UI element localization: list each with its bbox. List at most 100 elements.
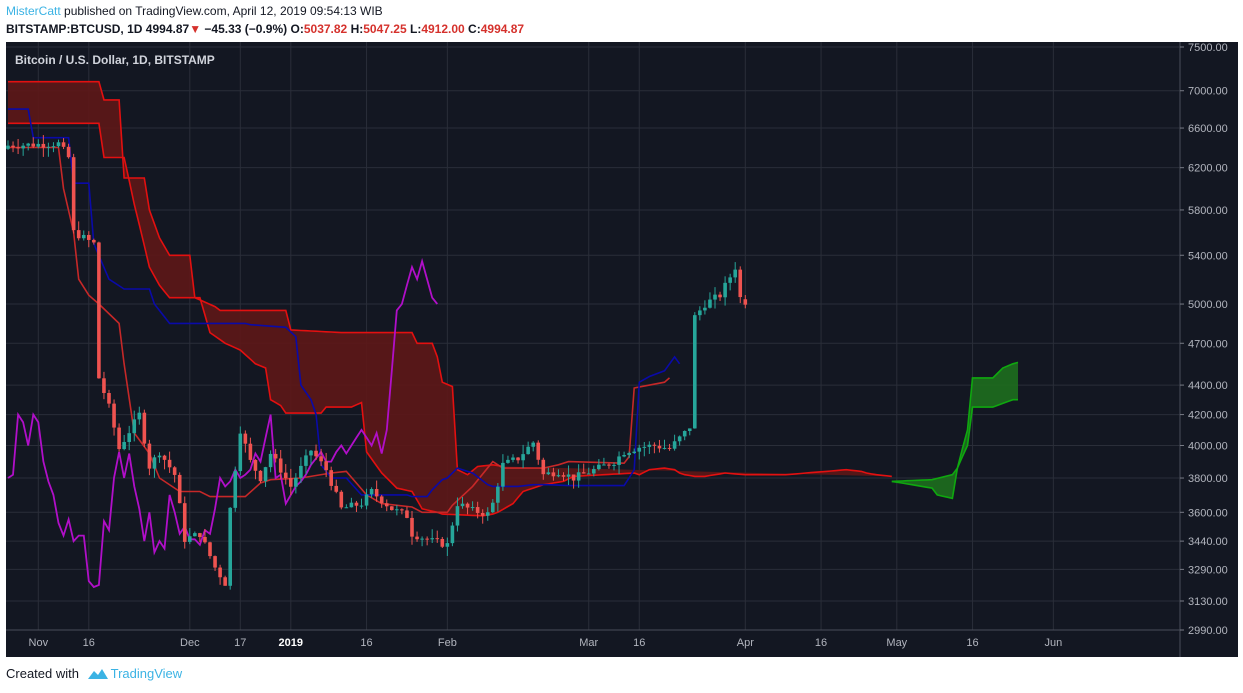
candle-body — [71, 157, 76, 231]
axes: 7500.00 7000.00 6600.00 6200.00 5800.00 5400.… — [6, 42, 1228, 657]
candle-body — [289, 478, 293, 487]
candle-body — [501, 462, 505, 487]
candle-body — [46, 146, 51, 148]
candle-body — [364, 494, 369, 506]
time-tick-label: 2019 — [279, 637, 303, 649]
ichimoku-lines — [7, 108, 681, 589]
candle-body — [693, 315, 697, 429]
candle-body — [193, 533, 197, 537]
high-label: H: — [350, 22, 364, 36]
candle-body — [248, 443, 253, 460]
grid — [6, 42, 1238, 657]
candle-body — [470, 507, 475, 509]
candle-body — [319, 456, 323, 462]
candle-body — [81, 234, 86, 239]
price-tick-label: 2990.00 — [1188, 625, 1228, 637]
price-chart[interactable]: 7500.00 7000.00 6600.00 6200.00 5800.00 5400.… — [6, 42, 1238, 657]
author-link[interactable]: MisterCatt — [6, 4, 61, 18]
candle-body — [268, 453, 273, 468]
candle-body — [445, 543, 450, 547]
candle-body — [203, 536, 207, 543]
candle-body — [496, 486, 500, 503]
candle-body — [576, 472, 581, 481]
candle-body — [208, 542, 212, 557]
candle-body — [632, 451, 636, 453]
candle-body — [410, 517, 414, 537]
candle-body — [430, 538, 434, 540]
candle-body — [384, 503, 389, 507]
candle-body — [21, 145, 25, 149]
candle-body — [253, 459, 258, 471]
candle-body — [617, 456, 621, 465]
candle-body — [344, 507, 349, 509]
candle-body — [566, 474, 571, 477]
candle-body — [586, 473, 591, 475]
candle-body — [506, 459, 510, 463]
candle-body — [132, 419, 137, 434]
candle-body — [324, 461, 328, 471]
candle-body — [369, 489, 374, 495]
price-tick-label: 7500.00 — [1188, 42, 1228, 54]
candle-body — [223, 577, 227, 586]
price-tick-label: 3800.00 — [1188, 473, 1228, 485]
chart-title: Bitcoin / U.S. Dollar, 1D, BITSTAMP — [15, 53, 215, 67]
time-tick-label: May — [886, 637, 907, 649]
candle-body — [425, 538, 429, 540]
candles — [6, 135, 748, 590]
candle-body — [122, 441, 126, 450]
price-tick-label: 4400.00 — [1188, 380, 1228, 392]
candle-body — [152, 457, 157, 469]
candle-body — [405, 510, 409, 518]
candle-body — [743, 299, 748, 305]
candle-body — [698, 310, 702, 316]
candle-body — [233, 471, 238, 508]
candle-body — [718, 294, 722, 298]
chart-area[interactable]: 7500.00 7000.00 6600.00 6200.00 5800.00 5400.… — [6, 42, 1238, 657]
candle-body — [283, 472, 288, 479]
senkou-span-b-green — [891, 398, 1018, 500]
price-tick-label: 3600.00 — [1188, 507, 1228, 519]
candle-body — [682, 431, 687, 437]
price-tick-label: 3130.00 — [1188, 596, 1228, 608]
candle-body — [162, 455, 167, 460]
candle-body — [728, 277, 732, 283]
candle-body — [571, 474, 576, 481]
candle-body — [309, 450, 313, 456]
candle-body — [526, 446, 530, 455]
candle-body — [213, 556, 217, 568]
high-value: 5047.25 — [363, 22, 407, 36]
candle-body — [536, 442, 541, 460]
candle-body — [723, 282, 727, 298]
candle-body — [243, 433, 248, 444]
candle-body — [657, 445, 662, 449]
price-tick-label: 7000.00 — [1188, 86, 1228, 98]
chart-header: MisterCatt published on TradingView.com,… — [0, 0, 1243, 42]
candle-body — [652, 444, 657, 446]
candle-body — [420, 538, 424, 540]
candle-body — [531, 442, 535, 447]
candle-body — [546, 472, 551, 475]
candle-body — [87, 234, 91, 240]
candle-body — [142, 412, 147, 444]
candle-body — [26, 143, 30, 146]
tradingview-brand-link[interactable]: TradingView — [110, 666, 183, 681]
candle-body — [334, 485, 339, 492]
bullish-cloud-fill — [891, 362, 1018, 499]
candle-body — [607, 464, 611, 466]
candle-body — [41, 143, 46, 148]
candle-body — [556, 475, 561, 477]
candle-body — [703, 307, 707, 311]
candle-body — [415, 536, 419, 540]
time-tick-label: 16 — [966, 637, 978, 649]
candle-body — [329, 470, 333, 486]
candle-body — [541, 459, 546, 475]
candle-body — [667, 447, 672, 449]
footer: Created with TradingView — [6, 666, 182, 681]
candle-body — [117, 427, 121, 450]
candle-body — [31, 143, 36, 147]
published-text: published on TradingView.com, April 12, … — [64, 4, 383, 18]
candle-body — [61, 142, 66, 147]
candle-body — [400, 509, 404, 511]
candle-body — [339, 491, 344, 508]
candle-body — [637, 447, 642, 452]
